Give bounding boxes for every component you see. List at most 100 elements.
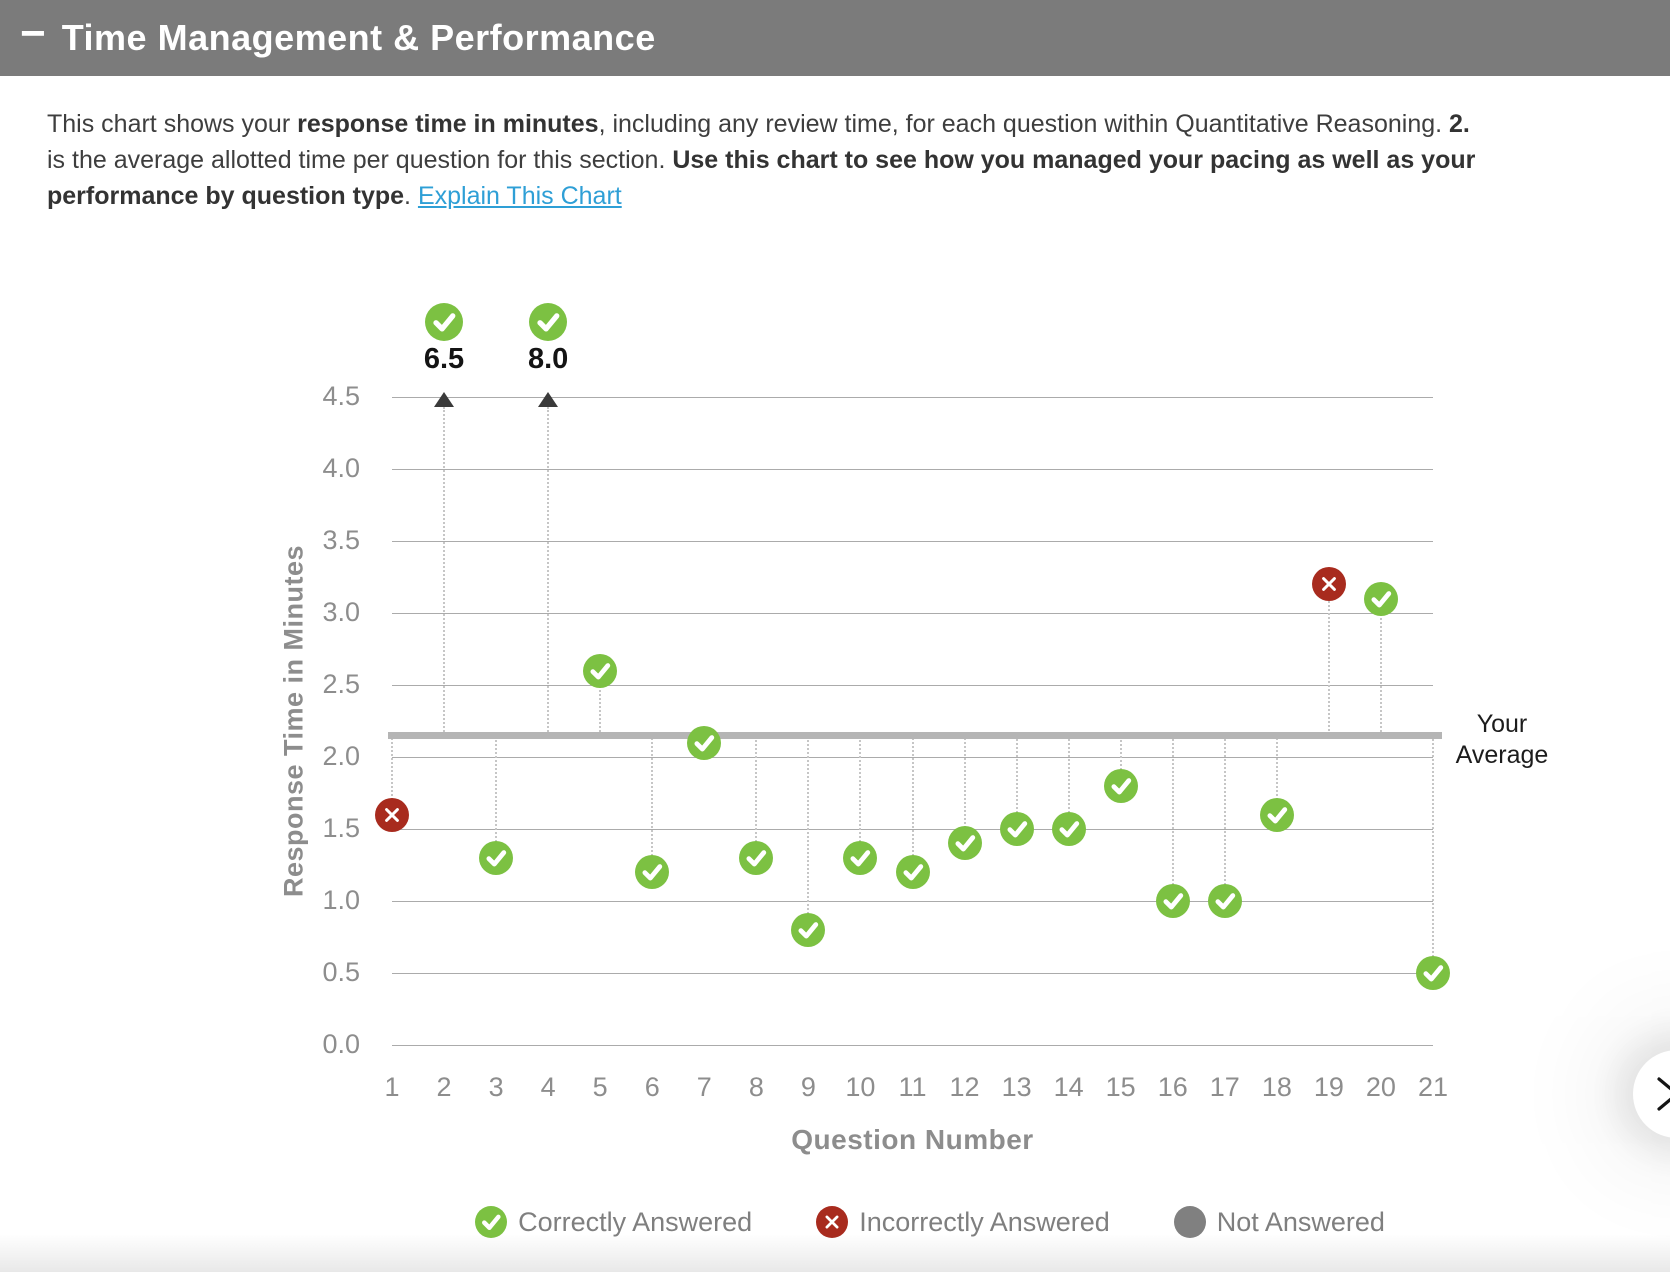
x-tick-label: 9 xyxy=(800,1072,816,1102)
description-text: , including any review time, for each qu… xyxy=(598,110,1450,138)
gridline xyxy=(392,396,1433,398)
y-tick-label: 3.5 xyxy=(322,525,360,555)
connector-line xyxy=(807,735,810,930)
collapse-section-icon[interactable]: − xyxy=(20,9,46,58)
description-line: performance by question type. Explain Th… xyxy=(47,178,1670,214)
section-title: Time Management & Performance xyxy=(61,17,656,58)
description-text: This chart shows your xyxy=(47,110,298,138)
description-line: is the average allotted time per questio… xyxy=(47,142,1670,178)
legend-item-incorrect: Incorrectly Answered xyxy=(816,1206,1110,1238)
data-point-marker-q13-correct[interactable] xyxy=(999,812,1034,846)
description-text-bold: Use this chart to see how you managed yo… xyxy=(672,146,1476,174)
x-tick-label: 5 xyxy=(592,1072,608,1102)
x-tick-label: 19 xyxy=(1313,1072,1344,1102)
connector-line xyxy=(599,670,602,736)
x-tick-label: 1 xyxy=(384,1072,400,1102)
overflow-arrow-icon xyxy=(434,392,455,407)
chart-legend: Correctly Answered Incorrectly Answered No… xyxy=(260,1200,1600,1244)
y-tick-label: 2.0 xyxy=(322,741,360,771)
data-point-marker-q21-correct[interactable] xyxy=(1416,956,1450,990)
data-point-marker-q2-correct[interactable] xyxy=(425,303,464,341)
gray-circle-icon xyxy=(1173,1206,1206,1238)
connector-line xyxy=(911,735,914,873)
y-tick-label: 4.5 xyxy=(322,381,360,411)
y-tick-label: 3.0 xyxy=(322,597,360,627)
description-text-bold: performance by question type xyxy=(47,182,405,210)
legend-item-correct: Correctly Answered xyxy=(475,1206,752,1238)
legend-item-not_answered: Not Answered xyxy=(1173,1206,1385,1238)
description-text-bold: response time in minutes xyxy=(297,110,599,138)
data-point-marker-q6-correct[interactable] xyxy=(635,855,670,890)
data-point-marker-q10-correct[interactable] xyxy=(843,840,878,875)
legend-label: Correctly Answered xyxy=(518,1206,753,1237)
data-point-marker-q15-correct[interactable] xyxy=(1103,768,1138,803)
x-tick-label: 12 xyxy=(949,1072,980,1102)
explain-this-chart-link[interactable]: Explain This Chart xyxy=(417,182,622,210)
section-header[interactable]: − Time Management & Performance xyxy=(0,0,1670,76)
chart-description: This chart shows your response time in m… xyxy=(47,106,1670,214)
data-point-marker-q16-correct[interactable] xyxy=(1155,884,1190,918)
data-point-marker-q14-correct[interactable] xyxy=(1051,812,1086,846)
next-carousel-button[interactable] xyxy=(1633,1050,1670,1138)
connector-line xyxy=(391,735,393,815)
check-circle-icon xyxy=(475,1206,508,1238)
y-tick-label: 2.5 xyxy=(322,669,360,699)
connector-line xyxy=(1379,598,1382,736)
data-point-marker-q19-incorrect[interactable] xyxy=(1311,567,1346,602)
connector-line xyxy=(755,735,758,858)
data-point-marker-q3-correct[interactable] xyxy=(479,840,514,875)
data-point-marker-q7-correct[interactable] xyxy=(687,725,722,760)
gridline xyxy=(392,468,1433,470)
connector-line xyxy=(651,735,654,873)
data-point-marker-q5-correct[interactable] xyxy=(583,653,618,688)
x-tick-label: 10 xyxy=(845,1072,876,1102)
x-tick-label: 18 xyxy=(1261,1072,1292,1102)
x-tick-label: 16 xyxy=(1157,1072,1188,1102)
connector-line xyxy=(1119,735,1122,786)
data-point-marker-q12-correct[interactable] xyxy=(947,826,982,861)
data-point-marker-q9-correct[interactable] xyxy=(791,912,826,947)
gridline xyxy=(392,540,1433,542)
x-tick-label: 8 xyxy=(748,1072,764,1102)
connector-line xyxy=(1275,735,1278,815)
overflow-value-label: 8.0 xyxy=(527,343,569,375)
connector-line xyxy=(443,407,446,736)
connector-line xyxy=(963,735,966,844)
data-point-marker-q1-incorrect[interactable] xyxy=(375,797,409,832)
gridline xyxy=(392,684,1433,686)
legend-label: Not Answered xyxy=(1216,1206,1385,1237)
gridline xyxy=(392,900,1433,902)
legend-label: Incorrectly Answered xyxy=(859,1206,1110,1237)
connector-line xyxy=(1171,735,1174,901)
data-point-marker-q4-correct[interactable] xyxy=(529,303,568,341)
connector-line xyxy=(1223,735,1226,901)
data-point-marker-q18-correct[interactable] xyxy=(1259,797,1294,832)
connector-line xyxy=(1432,735,1434,973)
data-point-marker-q11-correct[interactable] xyxy=(895,855,930,890)
description-line: This chart shows your response time in m… xyxy=(47,106,1670,142)
connector-line xyxy=(495,735,498,858)
chevron-right-icon xyxy=(1657,1077,1670,1111)
gridline xyxy=(392,612,1433,614)
average-line xyxy=(388,732,1442,740)
data-point-marker-q8-correct[interactable] xyxy=(739,840,774,875)
x-tick-label: 4 xyxy=(540,1072,556,1102)
y-tick-label: 0.5 xyxy=(322,957,360,987)
description-text-bold: 2. xyxy=(1449,110,1470,138)
y-tick-label: 1.0 xyxy=(322,885,360,915)
gridline xyxy=(392,972,1433,974)
x-tick-label: 21 xyxy=(1417,1072,1449,1102)
x-tick-label: 2 xyxy=(436,1072,452,1102)
data-point-marker-q17-correct[interactable] xyxy=(1207,884,1242,918)
x-tick-label: 11 xyxy=(898,1072,927,1102)
y-tick-label: 0.0 xyxy=(322,1029,360,1059)
data-point-marker-q20-correct[interactable] xyxy=(1363,581,1398,616)
connector-line xyxy=(1015,735,1018,829)
connector-line xyxy=(1067,735,1070,829)
overflow-arrow-icon xyxy=(538,392,559,407)
overflow-value-label: 6.5 xyxy=(423,343,465,375)
x-tick-label: 3 xyxy=(488,1072,504,1102)
x-tick-label: 14 xyxy=(1053,1072,1084,1102)
x-circle-icon xyxy=(816,1206,849,1238)
gridline xyxy=(392,1044,1433,1046)
